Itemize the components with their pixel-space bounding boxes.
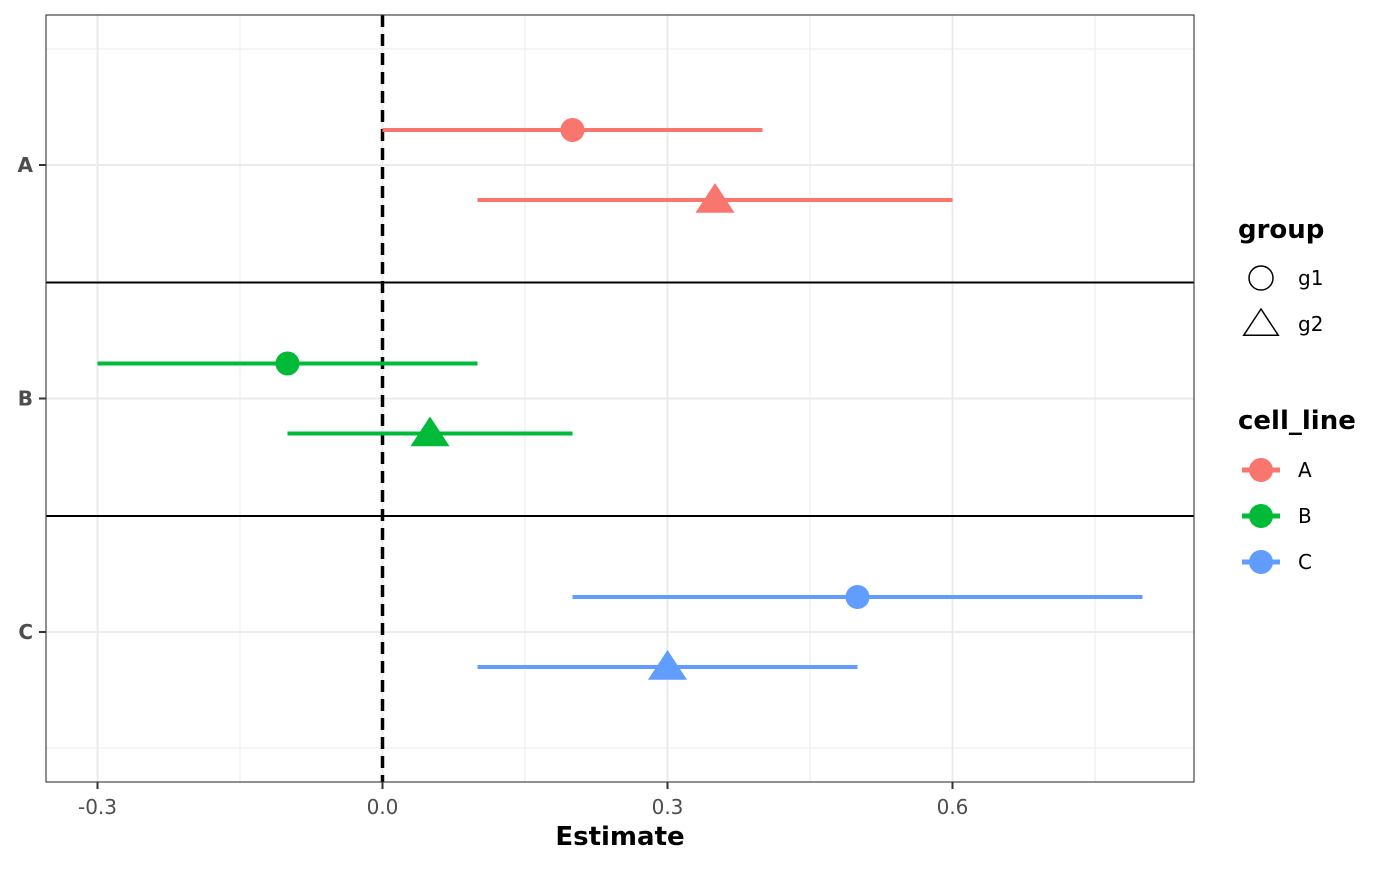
y-tick-label: A: [18, 153, 34, 177]
grid-layer: [46, 15, 1194, 782]
x-tick-label: -0.3: [78, 795, 117, 819]
point-B-g2: [410, 416, 450, 447]
legend-title-group: group: [1238, 215, 1324, 245]
row-separators: [46, 281, 1194, 517]
point-A-g2: [695, 183, 735, 213]
legend-key-g1: [1248, 265, 1274, 291]
marks-layer: [97, 118, 1143, 680]
legend-key-g2: [1242, 307, 1280, 336]
y-tick-label: B: [18, 387, 33, 411]
legend-key-C: [1249, 550, 1273, 574]
x-tick-label: 0.0: [367, 795, 399, 819]
legend-label-B: B: [1298, 504, 1312, 528]
legend-key-B: [1249, 504, 1273, 528]
y-tick-label: C: [18, 620, 33, 644]
legend-label-g2: g2: [1298, 312, 1323, 336]
legend-layer: group g1 g2 cell_line ABC: [1238, 215, 1356, 574]
point-C-g2: [647, 650, 688, 680]
x-tick-label: 0.3: [652, 795, 684, 819]
point-C-g1: [845, 585, 870, 609]
point-A-g1: [560, 118, 585, 142]
point-B-g1: [275, 351, 300, 376]
legend-key-A: [1249, 458, 1273, 482]
x-axis-title: Estimate: [555, 822, 684, 852]
legend-label-A: A: [1298, 458, 1312, 482]
legend-label-g1: g1: [1298, 266, 1323, 290]
legend-label-C: C: [1298, 550, 1312, 574]
x-tick-label: 0.6: [937, 795, 969, 819]
legend-title-cell-line: cell_line: [1238, 406, 1356, 436]
axis-layer: -0.3 0.0 0.3 0.6 A B C: [18, 153, 969, 819]
